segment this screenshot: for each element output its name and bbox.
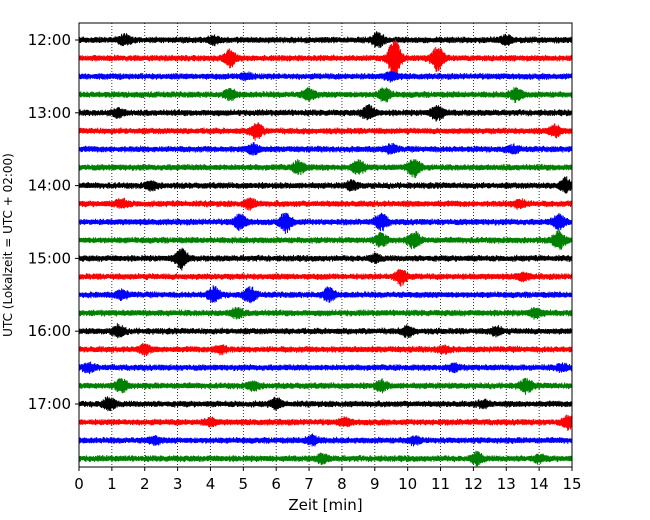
x-tick-label-8: 8	[337, 475, 347, 493]
x-tick-label-7: 7	[304, 475, 314, 493]
x-tick-label-13: 13	[497, 475, 516, 493]
x-tick-label-2: 2	[140, 475, 150, 493]
plot-frame	[78, 22, 573, 468]
trace-16:45	[78, 377, 573, 395]
y-tick-label-16:00: 16:00	[28, 322, 71, 340]
x-tick-label-4: 4	[206, 475, 216, 493]
trace-17:30	[78, 433, 573, 447]
x-tick-label-12: 12	[464, 475, 483, 493]
x-tick-label-15: 15	[562, 475, 581, 493]
trace-14:30	[78, 212, 573, 234]
trace-12:45	[78, 86, 573, 103]
trace-13:30	[78, 142, 573, 156]
trace-12:00	[78, 31, 573, 49]
y-tick-label-17:00: 17:00	[28, 395, 71, 413]
x-axis-ticks: 0 1 2 3 4 5 6 7 8 9 10 11 12 13 14 15	[74, 467, 582, 493]
x-tick-label-10: 10	[398, 475, 417, 493]
trace-17:00	[78, 396, 573, 412]
trace-12:30	[78, 70, 573, 83]
seismic-traces	[78, 31, 573, 467]
y-tick-label-14:00: 14:00	[28, 177, 71, 195]
trace-14:15	[78, 197, 573, 211]
y-axis-ticks: 12:00 13:00 14:00 15:00 16:00 17:00	[28, 31, 79, 413]
x-tick-label-3: 3	[173, 475, 183, 493]
trace-15:45	[78, 306, 573, 320]
y-axis-label: UTC (Lokalzeit = UTC + 02:00)	[1, 153, 15, 337]
trace-16:15	[78, 343, 573, 356]
trace-13:45	[78, 159, 573, 178]
trace-17:45	[78, 450, 573, 467]
trace-15:15	[78, 268, 573, 287]
trace-16:00	[78, 323, 573, 339]
x-tick-label-5: 5	[239, 475, 249, 493]
vertical-grid	[111, 23, 540, 467]
x-tick-label-11: 11	[431, 475, 450, 493]
y-tick-label-13:00: 13:00	[28, 104, 71, 122]
trace-15:30	[78, 285, 573, 304]
y-tick-label-15:00: 15:00	[28, 249, 71, 267]
x-tick-label-1: 1	[107, 475, 117, 493]
x-tick-label-0: 0	[74, 475, 84, 493]
trace-15:00	[78, 247, 573, 271]
trace-14:45	[78, 228, 573, 250]
x-axis-label: Zeit [min]	[288, 496, 362, 514]
trace-13:00	[78, 104, 573, 122]
trace-17:15	[78, 414, 573, 431]
y-tick-label-12:00: 12:00	[28, 31, 71, 49]
trace-16:30	[78, 361, 573, 375]
trace-12:15	[78, 39, 573, 80]
x-tick-label-14: 14	[530, 475, 549, 493]
trace-13:15	[78, 122, 573, 141]
trace-14:00	[78, 176, 573, 194]
x-tick-label-6: 6	[271, 475, 281, 493]
x-tick-label-9: 9	[370, 475, 380, 493]
